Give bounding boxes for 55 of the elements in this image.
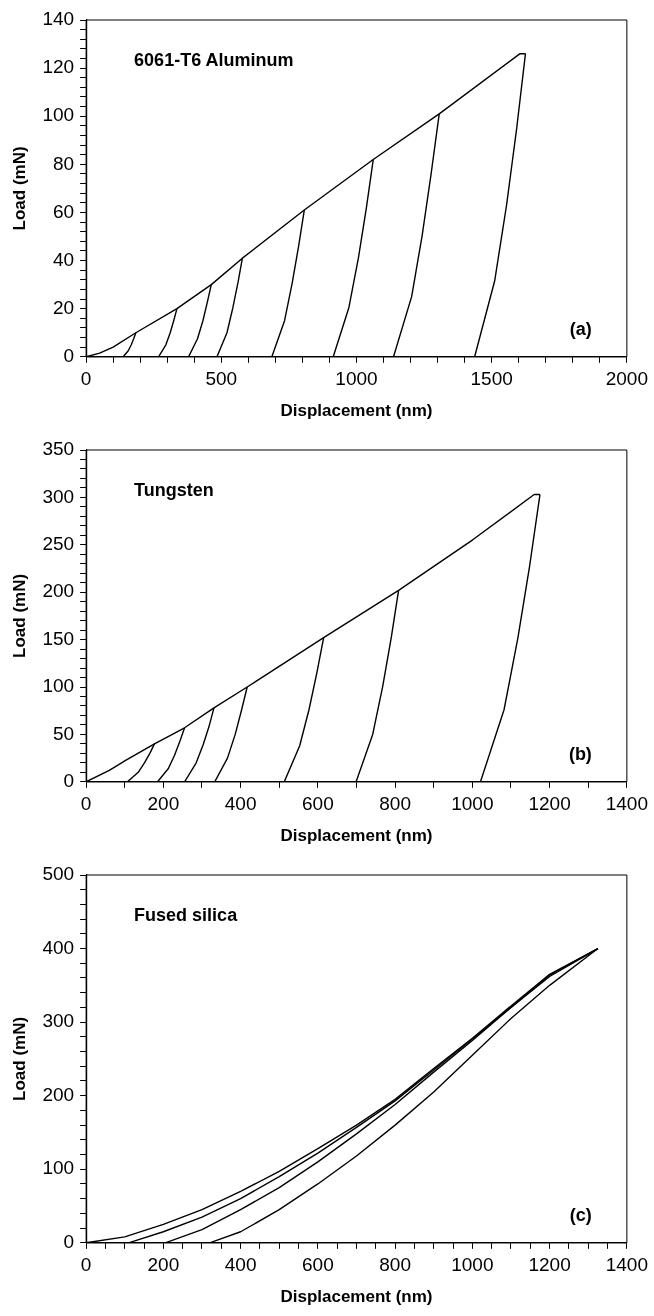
- y-tick-label: 140: [42, 8, 75, 30]
- x-tick-label: 800: [379, 1254, 411, 1276]
- y-tick-label: 120: [42, 56, 75, 78]
- y-tick-label: 200: [42, 580, 75, 602]
- annotation: 6061-T6 Aluminum: [134, 49, 294, 70]
- x-tick-label: 600: [302, 793, 334, 815]
- y-tick-label: 150: [42, 627, 75, 649]
- x-axis-title: Displacement (nm): [280, 401, 433, 421]
- x-tick-label: 400: [224, 793, 257, 815]
- y-tick-label: 100: [42, 1157, 75, 1179]
- annotation: (c): [569, 1204, 592, 1225]
- y-tick-label: 250: [42, 533, 75, 555]
- x-tick-label: 1200: [528, 793, 571, 815]
- annotation: (a): [569, 318, 592, 339]
- y-axis-title: Load (mN): [9, 146, 29, 231]
- x-tick-label: 1200: [528, 1254, 571, 1276]
- x-tick-label: 500: [205, 368, 238, 390]
- y-tick-label: 0: [63, 1231, 75, 1253]
- x-tick-label: 2000: [605, 368, 649, 390]
- x-tick-label: 1500: [470, 368, 513, 390]
- y-axis-title: Load (mN): [9, 1016, 29, 1101]
- x-tick-label: 1000: [335, 368, 378, 390]
- annotation: Tungsten: [134, 479, 214, 500]
- x-axis-title: Displacement (nm): [280, 826, 433, 846]
- y-tick-label: 20: [52, 296, 75, 318]
- y-tick-label: 40: [52, 248, 75, 270]
- x-tick-label: 1400: [605, 1254, 649, 1276]
- x-tick-label: 200: [147, 793, 180, 815]
- x-tick-label: 1000: [451, 793, 494, 815]
- y-tick-label: 300: [42, 485, 75, 507]
- y-tick-label: 350: [42, 438, 75, 460]
- y-axis-title: Load (mN): [9, 573, 29, 658]
- x-tick-label: 1400: [605, 793, 649, 815]
- y-tick-label: 0: [63, 345, 75, 367]
- x-tick-label: 800: [379, 793, 411, 815]
- x-tick-label: 0: [80, 1254, 92, 1276]
- y-tick-label: 0: [63, 770, 75, 792]
- y-tick-label: 60: [52, 200, 75, 222]
- x-tick-label: 200: [147, 1254, 180, 1276]
- x-axis-title: Displacement (nm): [280, 1287, 433, 1307]
- y-tick-label: 200: [42, 1083, 75, 1105]
- x-tick-label: 0: [80, 368, 92, 390]
- y-tick-label: 300: [42, 1010, 75, 1032]
- annotation: (b): [568, 743, 592, 764]
- y-tick-label: 500: [42, 863, 75, 885]
- y-tick-label: 50: [52, 722, 75, 744]
- y-tick-label: 100: [42, 675, 75, 697]
- x-tick-label: 0: [80, 793, 92, 815]
- x-tick-label: 400: [224, 1254, 257, 1276]
- x-tick-label: 600: [302, 1254, 334, 1276]
- y-tick-label: 400: [42, 936, 75, 958]
- y-tick-label: 100: [42, 104, 75, 126]
- y-tick-label: 80: [52, 152, 75, 174]
- x-tick-label: 1000: [451, 1254, 494, 1276]
- annotation: Fused silica: [134, 904, 239, 925]
